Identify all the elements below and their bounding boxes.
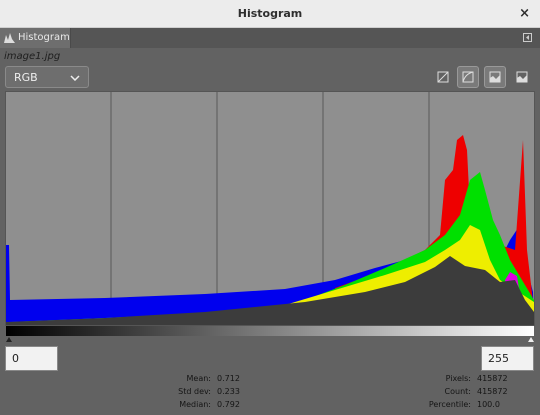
composite-button[interactable] <box>484 66 506 88</box>
high-spin[interactable]: 255 <box>481 346 534 371</box>
tab-label: Histogram <box>18 32 70 43</box>
stat-label: Mean: <box>186 374 212 383</box>
low-value: 0 <box>12 352 19 365</box>
tab-menu[interactable] <box>523 33 533 43</box>
title-bar <box>0 0 540 28</box>
stat-value: 0.233 <box>217 387 240 396</box>
channel-label: RGB <box>14 71 38 84</box>
channel-select[interactable]: RGB <box>5 66 89 88</box>
stat-label: Std dev: <box>178 387 211 396</box>
stat-label: Median: <box>179 400 211 409</box>
stat-value: 0.712 <box>217 374 240 383</box>
window-title: Histogram <box>237 7 303 20</box>
image-name: image1.jpg <box>4 51 61 62</box>
tab-strip <box>0 28 540 48</box>
stat-label: Pixels: <box>445 374 471 383</box>
linear-button[interactable] <box>432 66 454 88</box>
low-spin[interactable]: 0 <box>5 346 58 371</box>
high-value: 255 <box>488 352 509 365</box>
stat-label: Percentile: <box>428 400 471 409</box>
close-button[interactable]: × <box>519 6 530 21</box>
stat-label: Count: <box>444 387 471 396</box>
stat-value: 0.792 <box>217 400 240 409</box>
log-button[interactable] <box>457 66 479 88</box>
dropdown-arrow <box>70 75 80 81</box>
tab[interactable]: Histogram <box>0 28 71 48</box>
stat-value: 100.0 <box>477 400 500 409</box>
tab-icon <box>4 33 15 43</box>
stat-value: 415872 <box>477 387 508 396</box>
separate-button[interactable] <box>511 66 533 88</box>
stat-value: 415872 <box>477 374 508 383</box>
histogram-view <box>5 91 535 342</box>
